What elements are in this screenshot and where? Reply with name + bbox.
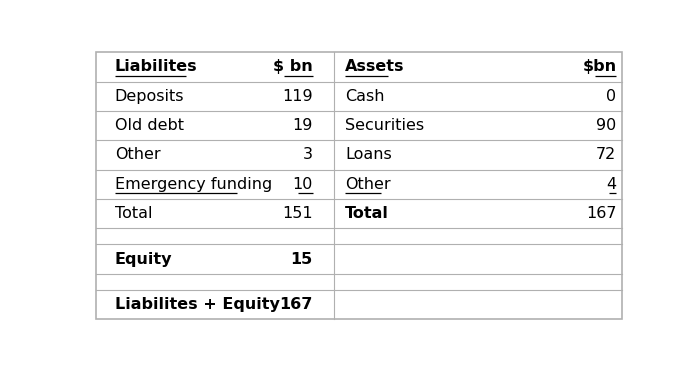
- Text: Assets: Assets: [345, 59, 405, 74]
- Text: Other: Other: [345, 177, 391, 192]
- Text: Total: Total: [345, 206, 389, 221]
- Text: 72: 72: [596, 147, 617, 162]
- Text: 90: 90: [596, 118, 617, 133]
- Text: 119: 119: [282, 89, 313, 104]
- Text: 4: 4: [606, 177, 617, 192]
- Text: Old debt: Old debt: [115, 118, 183, 133]
- Text: 151: 151: [282, 206, 313, 221]
- Text: 3: 3: [302, 147, 313, 162]
- Text: Securities: Securities: [345, 118, 424, 133]
- Text: 10: 10: [293, 177, 313, 192]
- Text: 15: 15: [290, 251, 313, 266]
- Text: 167: 167: [279, 297, 313, 312]
- Text: 19: 19: [293, 118, 313, 133]
- Text: 167: 167: [586, 206, 617, 221]
- Text: Equity: Equity: [115, 251, 172, 266]
- Text: 0: 0: [606, 89, 617, 104]
- Text: $bn: $bn: [582, 59, 617, 74]
- Text: Other: Other: [115, 147, 160, 162]
- Text: Deposits: Deposits: [115, 89, 184, 104]
- Text: Loans: Loans: [345, 147, 392, 162]
- Text: Emergency funding: Emergency funding: [115, 177, 272, 192]
- Text: $ bn: $ bn: [273, 59, 313, 74]
- Text: Cash: Cash: [345, 89, 385, 104]
- Text: Liabilites + Equity: Liabilites + Equity: [115, 297, 279, 312]
- Text: Liabilites: Liabilites: [115, 59, 197, 74]
- Text: Total: Total: [115, 206, 152, 221]
